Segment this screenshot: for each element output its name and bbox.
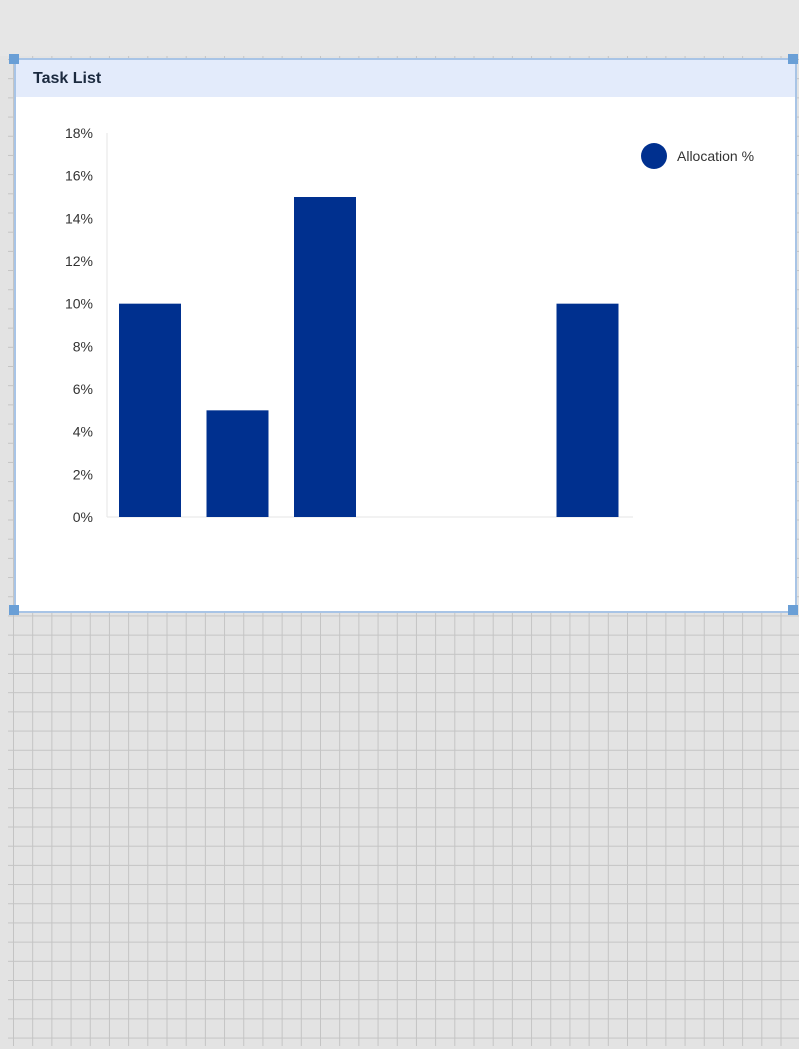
y-tick-label: 18% — [65, 125, 93, 141]
resize-handle-top-right[interactable] — [788, 54, 798, 64]
y-tick-label: 16% — [65, 168, 93, 184]
widget-header[interactable]: Task List — [16, 60, 795, 97]
y-tick-label: 8% — [73, 338, 93, 354]
bar — [206, 410, 269, 517]
widget-title: Task List — [33, 70, 102, 87]
y-tick-label: 14% — [65, 210, 93, 226]
top-toolbar-area — [0, 0, 799, 56]
resize-handle-bottom-right[interactable] — [788, 605, 798, 615]
resize-handle-top-left[interactable] — [9, 54, 19, 64]
y-tick-label: 12% — [65, 253, 93, 269]
bar — [556, 303, 619, 517]
bar-chart: 0% 2% 4% 6% 8% 10% 12% 14% 16% 18% Allocation % — [65, 125, 754, 525]
legend-marker — [641, 143, 667, 169]
y-tick-label: 4% — [73, 424, 93, 440]
bar — [294, 197, 356, 517]
y-tick-label: 2% — [73, 466, 93, 482]
y-tick-label: 6% — [73, 381, 93, 397]
resize-handle-bottom-left[interactable] — [9, 605, 19, 615]
chart-widget[interactable]: Task List 0% 2% 4% 6% 8% 10% 12% 14% 16% 18% Alloc… — [14, 58, 797, 613]
legend-label: Allocation % — [677, 148, 754, 164]
y-tick-label: 10% — [65, 296, 93, 312]
y-tick-label: 0% — [73, 509, 93, 525]
bar — [119, 303, 181, 517]
